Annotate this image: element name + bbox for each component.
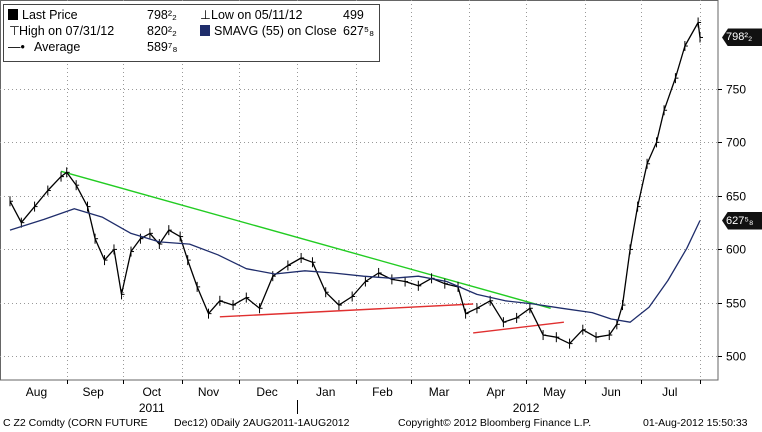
y-tick-label: 600: [726, 243, 746, 257]
x-tick-label: Jan: [316, 385, 335, 399]
series: [9, 17, 703, 349]
smavg-value: 627⁵₈: [343, 24, 375, 38]
trendline-support-1: [219, 303, 474, 318]
year-label: 2012: [513, 401, 540, 415]
x-tick-label: May: [543, 385, 566, 399]
average-label: Average: [34, 40, 81, 54]
x-tick-label: Apr: [486, 385, 505, 399]
smavg-line: [9, 208, 701, 323]
x-tick-label: Jul: [662, 385, 677, 399]
high-label: High on 07/31/12: [19, 24, 115, 38]
footer-ticker: C Z2 Comdty (CORN FUTURE: [3, 417, 148, 429]
low-label: Low on 05/11/12: [211, 8, 303, 22]
trendlines: [60, 170, 564, 334]
x-tick-label: Oct: [142, 385, 161, 399]
smavg-price-tag-value: 627⁵₈: [726, 214, 754, 227]
y-tick-label: 650: [726, 190, 746, 204]
trendline-resistance: [60, 170, 551, 309]
last-price-label: Last Price: [22, 8, 78, 22]
low-marker-icon: ⊥: [200, 8, 211, 22]
y-tick-label: 750: [726, 83, 746, 97]
grid: [0, 0, 719, 381]
low-value: 499: [343, 8, 364, 22]
smavg-price-tag: 627⁵₈: [722, 211, 762, 230]
high-marker-icon: ⊤: [9, 24, 20, 38]
last-price-square-icon: [8, 7, 18, 23]
year-label: 2011: [139, 401, 165, 415]
last-price-value: 798²₂: [147, 8, 177, 22]
price-line: [9, 21, 701, 345]
last-price-tag-value: 798²₂: [726, 31, 753, 44]
high-value: 820²₂: [147, 24, 177, 38]
x-tick-label: Feb: [372, 385, 393, 399]
axes: 500 550 600 650 700 750 Aug Sep Oct Nov Dec Jan Feb M…: [26, 83, 747, 416]
plot-frame: [0, 0, 719, 381]
footer-copyright: Copyright© 2012 Bloomberg Finance L.P.: [398, 417, 592, 429]
x-tick-label: Nov: [198, 385, 219, 399]
last-price-tag: 798²₂: [722, 28, 762, 47]
trendline-support-2: [473, 321, 564, 334]
footer: C Z2 Comdty (CORN FUTURE Dec12) 0Daily 2…: [0, 414, 762, 432]
average-value: 589⁷₈: [147, 40, 178, 54]
y-tick-label: 500: [726, 350, 746, 364]
y-tick-label: 700: [726, 136, 746, 150]
footer-period: Dec12) 0Daily 2AUG2011-1AUG2012: [174, 417, 350, 429]
smavg-label: SMAVG (55) on Close: [214, 24, 337, 38]
legend: Last Price 798²₂ ⊥ Low on 05/11/12 499 ⊤…: [3, 4, 380, 62]
x-tick-label: Sep: [82, 385, 104, 399]
smavg-square-icon: [200, 23, 210, 39]
footer-timestamp: 01-Aug-2012 15:50:33: [643, 417, 748, 429]
x-tick-label: Mar: [429, 385, 450, 399]
x-tick-label: Dec: [256, 385, 277, 399]
average-marker-icon: —•: [8, 40, 25, 54]
x-tick-label: Aug: [26, 385, 47, 399]
y-tick-label: 550: [726, 297, 746, 311]
x-tick-label: Jun: [601, 385, 620, 399]
